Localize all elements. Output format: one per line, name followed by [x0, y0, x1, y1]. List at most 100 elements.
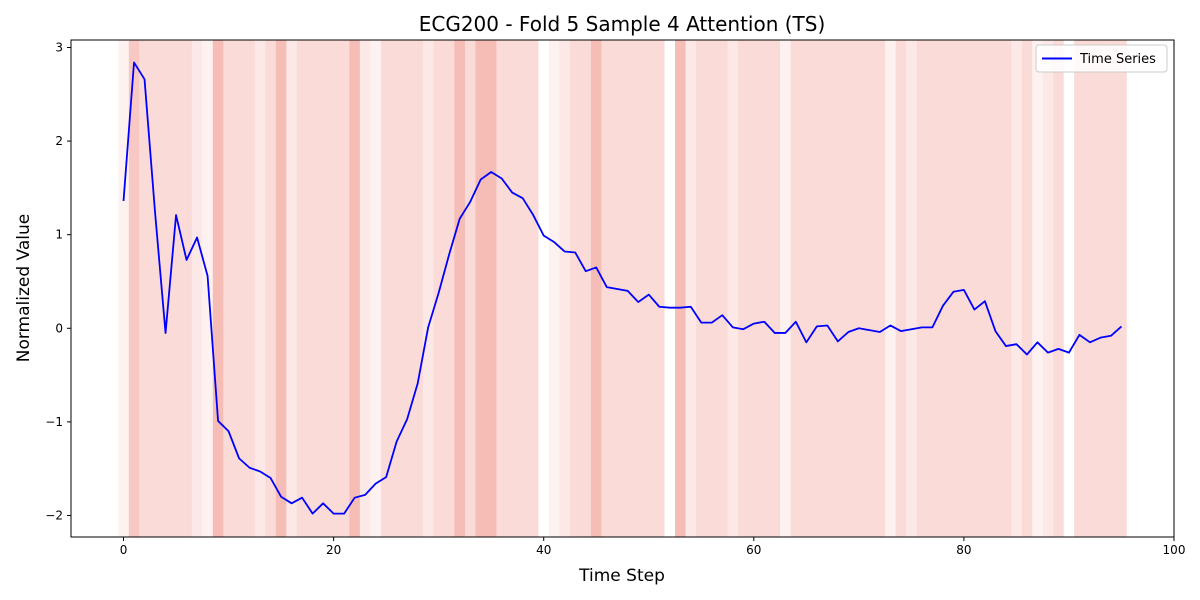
attention-band [338, 40, 350, 537]
attention-band [1021, 40, 1033, 537]
attention-band [422, 40, 434, 537]
attention-band [296, 40, 308, 537]
attention-band [254, 40, 266, 537]
y-tick-label: −1 [45, 415, 63, 429]
attention-band [485, 40, 497, 537]
attention-band [759, 40, 770, 537]
attention-band [885, 40, 896, 537]
attention-bands [118, 40, 1127, 537]
attention-band [864, 40, 875, 537]
attention-band [412, 40, 423, 537]
attention-band [433, 40, 444, 537]
attention-band [1032, 40, 1043, 537]
attention-band [601, 40, 612, 537]
x-tick-label: 80 [956, 543, 971, 557]
legend-label-time-series: Time Series [1079, 52, 1156, 67]
attention-band [790, 40, 802, 537]
attention-band [328, 40, 339, 537]
attention-band [548, 40, 560, 537]
attention-band [675, 40, 686, 537]
attention-band [359, 40, 371, 537]
attention-band [212, 40, 224, 537]
attention-band [622, 40, 634, 537]
series-layer [122, 61, 1123, 515]
attention-band [349, 40, 360, 537]
attention-band [370, 40, 381, 537]
attention-band [527, 40, 539, 537]
attention-band [1095, 40, 1106, 537]
attention-band [895, 40, 907, 537]
attention-band [496, 40, 507, 537]
attention-band [727, 40, 739, 537]
attention-band [748, 40, 760, 537]
attention-band [191, 40, 203, 537]
axis-ticks: 0 20 40 60 80 100 −2 −1 0 1 2 3 [45, 40, 1185, 557]
attention-band [801, 40, 812, 537]
attention-band [822, 40, 833, 537]
attention-band [979, 40, 991, 537]
y-axis-label: Normalized Value [14, 214, 34, 363]
attention-band [569, 40, 581, 537]
attention-band [307, 40, 318, 537]
attention-band [958, 40, 970, 537]
attention-band [475, 40, 486, 537]
attention-band [969, 40, 980, 537]
legend: Time Series [1035, 44, 1168, 73]
attention-band [706, 40, 718, 537]
y-tick-label: 3 [55, 40, 63, 54]
attention-band [906, 40, 917, 537]
attention-band [1116, 40, 1127, 537]
x-tick-label: 100 [1163, 543, 1186, 557]
attention-band [927, 40, 938, 537]
attention-band [517, 40, 528, 537]
attention-band [559, 40, 570, 537]
attention-band [464, 40, 476, 537]
attention-band [843, 40, 854, 537]
attention-band [160, 40, 171, 537]
x-tick-label: 20 [326, 543, 341, 557]
attention-band [286, 40, 297, 537]
attention-band [118, 40, 129, 537]
attention-band [937, 40, 949, 537]
y-tick-label: 2 [55, 134, 63, 148]
y-tick-label: 0 [55, 321, 63, 335]
attention-band [233, 40, 245, 537]
attention-band [948, 40, 959, 537]
attention-band [454, 40, 465, 537]
attention-band [128, 40, 140, 537]
x-axis-label: Time Step [578, 566, 665, 586]
attention-band [443, 40, 455, 537]
attention-band [1084, 40, 1096, 537]
attention-band [832, 40, 844, 537]
attention-band [685, 40, 697, 537]
attention-band [916, 40, 928, 537]
attention-band [202, 40, 213, 537]
attention-band [1053, 40, 1064, 537]
attention-band [181, 40, 192, 537]
attention-band [1105, 40, 1117, 537]
series-line-time-series [122, 61, 1123, 515]
chart-title: ECG200 - Fold 5 Sample 4 Attention (TS) [419, 12, 826, 36]
attention-band [149, 40, 161, 537]
x-tick-label: 40 [536, 543, 551, 557]
attention-band [391, 40, 402, 537]
attention-band [401, 40, 413, 537]
y-tick-label: 1 [55, 228, 63, 242]
attention-band [1011, 40, 1022, 537]
plot-frame [70, 39, 1175, 538]
legend-box [1035, 44, 1168, 73]
attention-band [780, 40, 791, 537]
attention-band [643, 40, 655, 537]
attention-band [811, 40, 823, 537]
attention-band [853, 40, 865, 537]
attention-band [654, 40, 665, 537]
attention-band [990, 40, 1001, 537]
attention-band [696, 40, 707, 537]
attention-band [275, 40, 287, 537]
attention-band [380, 40, 392, 537]
attention-band [874, 40, 886, 537]
attention-band [244, 40, 255, 537]
attention-band [265, 40, 276, 537]
attention-band [717, 40, 728, 537]
